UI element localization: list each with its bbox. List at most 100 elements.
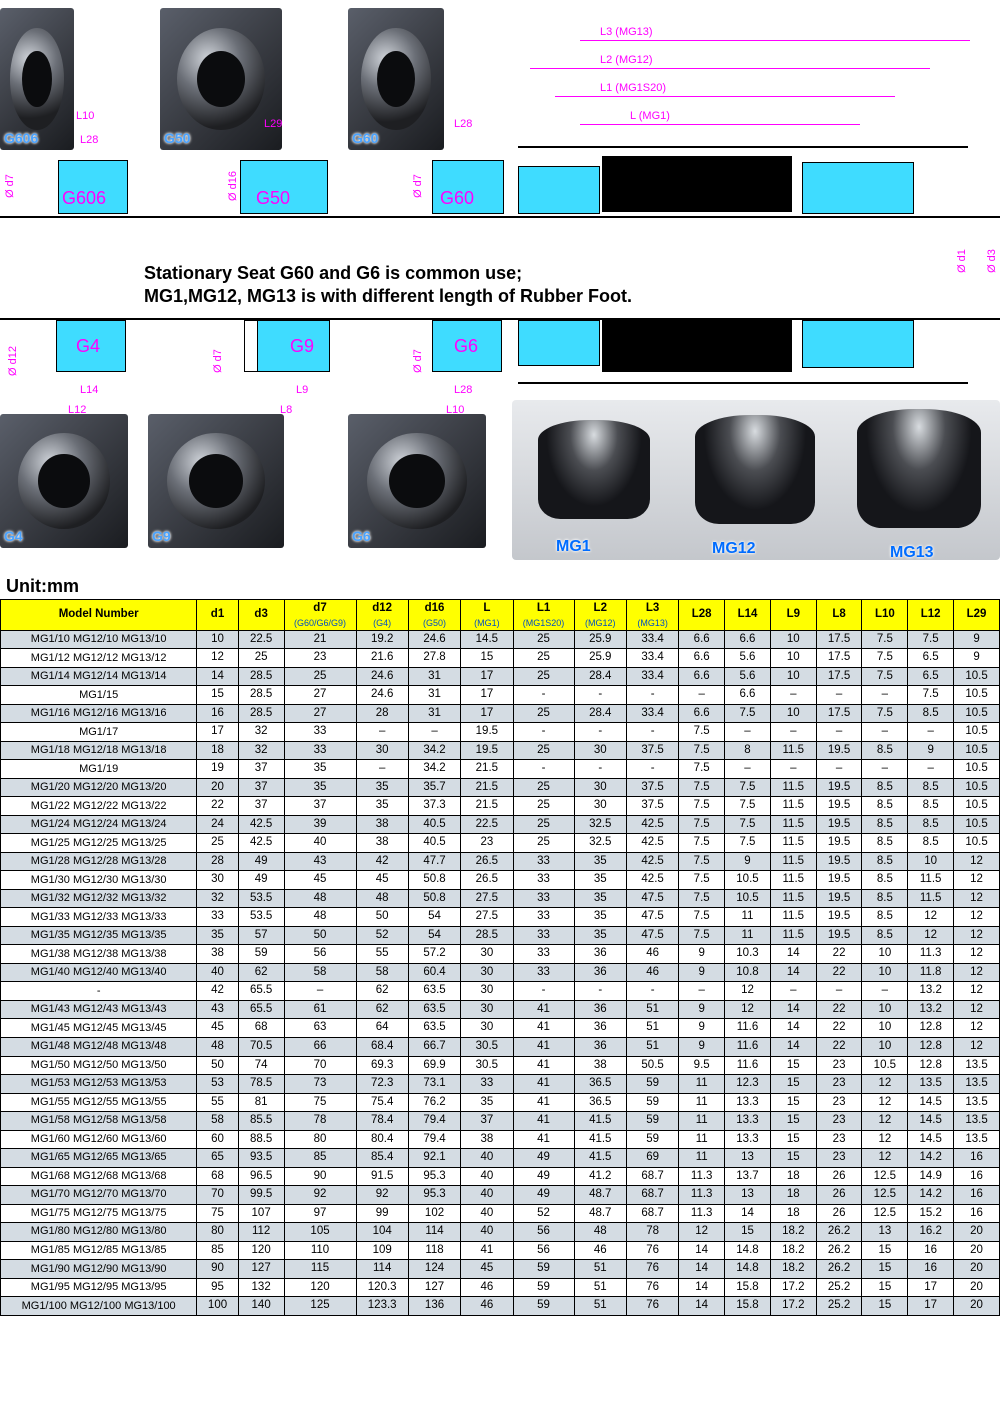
- table-cell: 25.2: [816, 1278, 862, 1297]
- table-cell: 9: [725, 852, 771, 871]
- table-cell: 7.5: [725, 778, 771, 797]
- table-cell: 20: [954, 1241, 1000, 1260]
- table-cell: 78: [284, 1112, 356, 1131]
- table-cell: 70: [284, 1056, 356, 1075]
- table-cell: 76.2: [408, 1093, 460, 1112]
- table-row: MG1/28 MG12/28 MG13/282849434247.726.533…: [1, 852, 1000, 871]
- table-cell: 125: [284, 1297, 356, 1316]
- table-cell: 19.5: [816, 889, 862, 908]
- table-cell: 10: [862, 963, 908, 982]
- table-cell: 22: [816, 1000, 862, 1019]
- table-cell: 12: [725, 982, 771, 1001]
- table-cell: 30: [461, 945, 513, 964]
- table-cell: 19.5: [461, 723, 513, 742]
- table-cell: 6.6: [679, 704, 725, 723]
- table-cell: 10: [862, 1019, 908, 1038]
- photo-g606: G606: [0, 8, 74, 150]
- table-cell: 7.5: [725, 815, 771, 834]
- table-cell: 46: [626, 963, 678, 982]
- table-cell: 42.5: [238, 834, 284, 853]
- table-cell: 99.5: [238, 1186, 284, 1205]
- table-cell: 9: [908, 741, 954, 760]
- table-cell: 36: [574, 1000, 626, 1019]
- table-cell: 9: [954, 630, 1000, 649]
- col-header: Model Number: [1, 600, 197, 631]
- table-cell: 23: [284, 649, 356, 668]
- table-cell: 15: [862, 1241, 908, 1260]
- table-cell: 12.8: [908, 1056, 954, 1075]
- table-cell: MG1/16 MG12/16 MG13/16: [1, 704, 197, 723]
- table-row: MG1/10 MG12/10 MG13/101022.52119.224.614…: [1, 630, 1000, 649]
- table-cell: 120: [284, 1278, 356, 1297]
- table-cell: 14: [679, 1278, 725, 1297]
- table-cell: MG1/10 MG12/10 MG13/10: [1, 630, 197, 649]
- dim-L29: L29: [264, 118, 282, 130]
- table-cell: 46: [574, 1241, 626, 1260]
- table-cell: –: [816, 723, 862, 742]
- table-cell: 20: [954, 1297, 1000, 1316]
- table-cell: 23: [461, 834, 513, 853]
- table-cell: 75.4: [356, 1093, 408, 1112]
- table-cell: 11.5: [770, 889, 816, 908]
- table-cell: 90: [284, 1167, 356, 1186]
- table-cell: -: [574, 723, 626, 742]
- table-cell: 25: [513, 797, 574, 816]
- table-cell: 16: [954, 1167, 1000, 1186]
- table-row: MG1/19193735–34.221.5---7.5–––––10.5: [1, 760, 1000, 779]
- table-cell: 23: [816, 1075, 862, 1094]
- table-cell: 41: [513, 1019, 574, 1038]
- table-cell: -: [626, 760, 678, 779]
- table-cell: 92: [284, 1186, 356, 1205]
- table-cell: 55: [197, 1093, 238, 1112]
- table-cell: 14.5: [908, 1112, 954, 1131]
- table-cell: 7.5: [679, 741, 725, 760]
- col-header: L14: [725, 600, 771, 631]
- table-cell: MG1/43 MG12/43 MG13/43: [1, 1000, 197, 1019]
- table-cell: MG1/80 MG12/80 MG13/80: [1, 1223, 197, 1242]
- table-cell: 33: [513, 852, 574, 871]
- table-cell: 49: [513, 1186, 574, 1205]
- table-cell: 43: [284, 852, 356, 871]
- table-cell: 21.6: [356, 649, 408, 668]
- table-cell: 76: [626, 1241, 678, 1260]
- table-cell: 11.6: [725, 1019, 771, 1038]
- table-cell: 38: [356, 815, 408, 834]
- table-cell: 57.2: [408, 945, 460, 964]
- table-cell: 22: [816, 1038, 862, 1057]
- table-cell: 10: [908, 852, 954, 871]
- table-cell: MG1/85 MG12/85 MG13/85: [1, 1241, 197, 1260]
- table-cell: 56: [513, 1241, 574, 1260]
- table-row: MG1/43 MG12/43 MG13/434365.5616263.53041…: [1, 1000, 1000, 1019]
- table-cell: 30.5: [461, 1038, 513, 1057]
- table-cell: 18.2: [770, 1260, 816, 1279]
- table-cell: 25: [197, 834, 238, 853]
- table-cell: 40.5: [408, 815, 460, 834]
- table-cell: 132: [238, 1278, 284, 1297]
- table-cell: 30: [197, 871, 238, 890]
- table-cell: 26.5: [461, 852, 513, 871]
- table-cell: 11.3: [908, 945, 954, 964]
- table-cell: 19: [197, 760, 238, 779]
- table-cell: 15.8: [725, 1278, 771, 1297]
- table-cell: 41.5: [574, 1149, 626, 1168]
- table-cell: 48: [574, 1223, 626, 1242]
- table-cell: 55: [356, 945, 408, 964]
- table-cell: 76: [626, 1278, 678, 1297]
- table-cell: 120: [238, 1241, 284, 1260]
- table-row: MG1/85 MG12/85 MG13/85851201101091184156…: [1, 1241, 1000, 1260]
- table-cell: 47.5: [626, 926, 678, 945]
- table-cell: -: [574, 686, 626, 705]
- table-cell: 48: [284, 889, 356, 908]
- table-cell: 53.5: [238, 908, 284, 927]
- table-row: MG1/53 MG12/53 MG13/535378.57372.373.133…: [1, 1075, 1000, 1094]
- table-cell: 41: [513, 1038, 574, 1057]
- table-cell: 12: [954, 889, 1000, 908]
- table-cell: 15: [770, 1056, 816, 1075]
- table-row: MG1/95 MG12/95 MG13/9595132120120.312746…: [1, 1278, 1000, 1297]
- table-cell: 32: [238, 741, 284, 760]
- table-cell: 36: [574, 1019, 626, 1038]
- table-cell: 10.3: [725, 945, 771, 964]
- table-cell: 46: [626, 945, 678, 964]
- table-cell: 85.4: [356, 1149, 408, 1168]
- table-cell: 11.6: [725, 1056, 771, 1075]
